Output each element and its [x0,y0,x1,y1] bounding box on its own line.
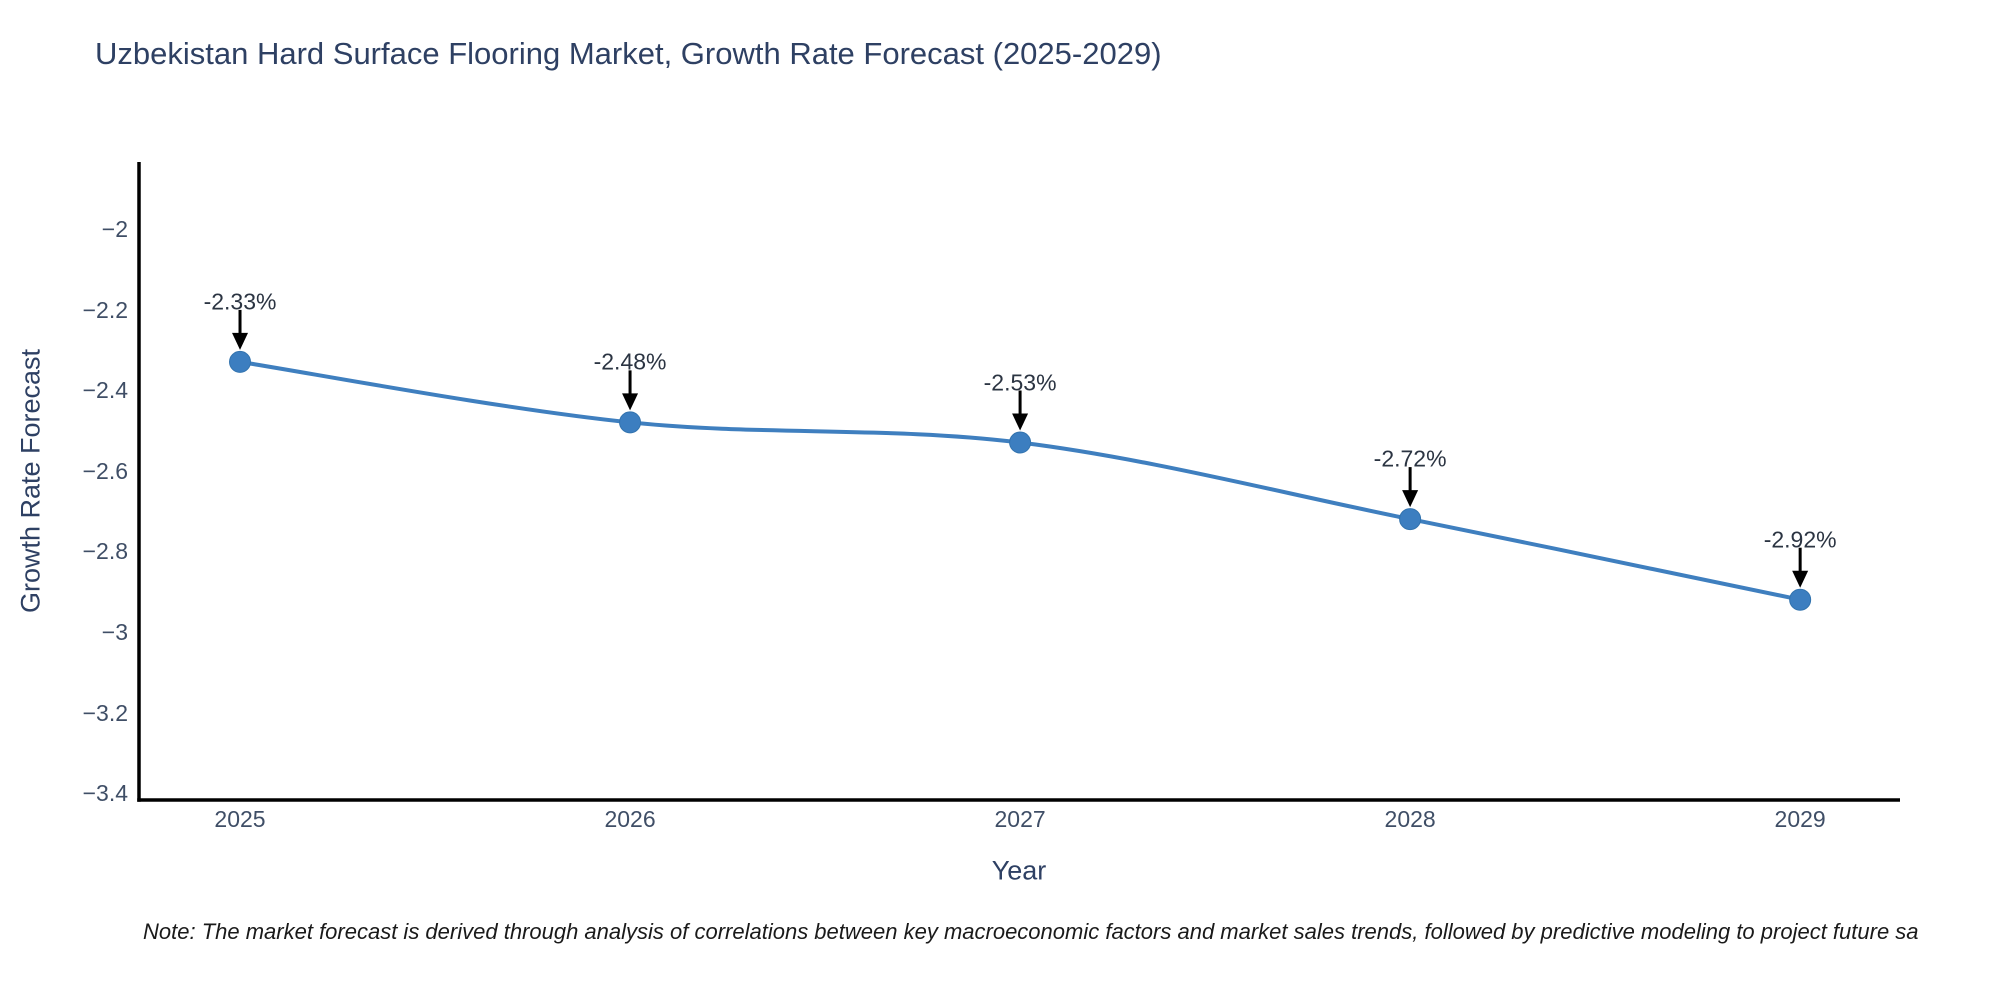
x-tick-label: 2025 [214,806,266,832]
chart-title: Uzbekistan Hard Surface Flooring Market,… [95,36,1162,71]
data-point-marker[interactable] [1399,508,1422,531]
annotation-arrow-head [232,332,249,350]
data-point-label: -2.72% [1373,445,1447,472]
data-point-marker[interactable] [619,411,642,434]
footnote: Note: The market forecast is derived thr… [143,919,1919,944]
data-point-label: -2.48% [593,348,667,375]
x-tick-label: 2026 [604,806,656,832]
annotation-arrow-head [1402,490,1419,508]
y-tick-label: −3.4 [82,780,128,807]
annotation-arrow-head [1012,413,1029,431]
annotation-arrow-head [1792,570,1809,588]
y-tick-label: −2.8 [82,538,128,565]
y-tick-label: −2.6 [82,457,128,484]
data-point-label: -2.53% [983,369,1057,395]
data-point-marker[interactable] [229,350,252,373]
x-tick-label: 2028 [1384,806,1436,832]
data-point-label: -2.92% [1763,526,1837,553]
data-point-marker[interactable] [1009,431,1032,454]
y-tick-label: −3.2 [82,699,128,726]
y-tick-label: −3 [101,618,128,645]
x-tick-label: 2029 [1774,806,1826,832]
y-tick-label: −2 [101,215,128,242]
x-axis-title: Year [991,855,1047,886]
x-tick-label: 2027 [994,806,1046,832]
y-tick-label: −2.4 [82,377,128,404]
annotation-arrow-head [622,393,639,411]
data-point-marker[interactable] [1789,588,1812,611]
data-point-label: -2.33% [203,288,277,315]
y-tick-label: −2.2 [82,296,128,323]
